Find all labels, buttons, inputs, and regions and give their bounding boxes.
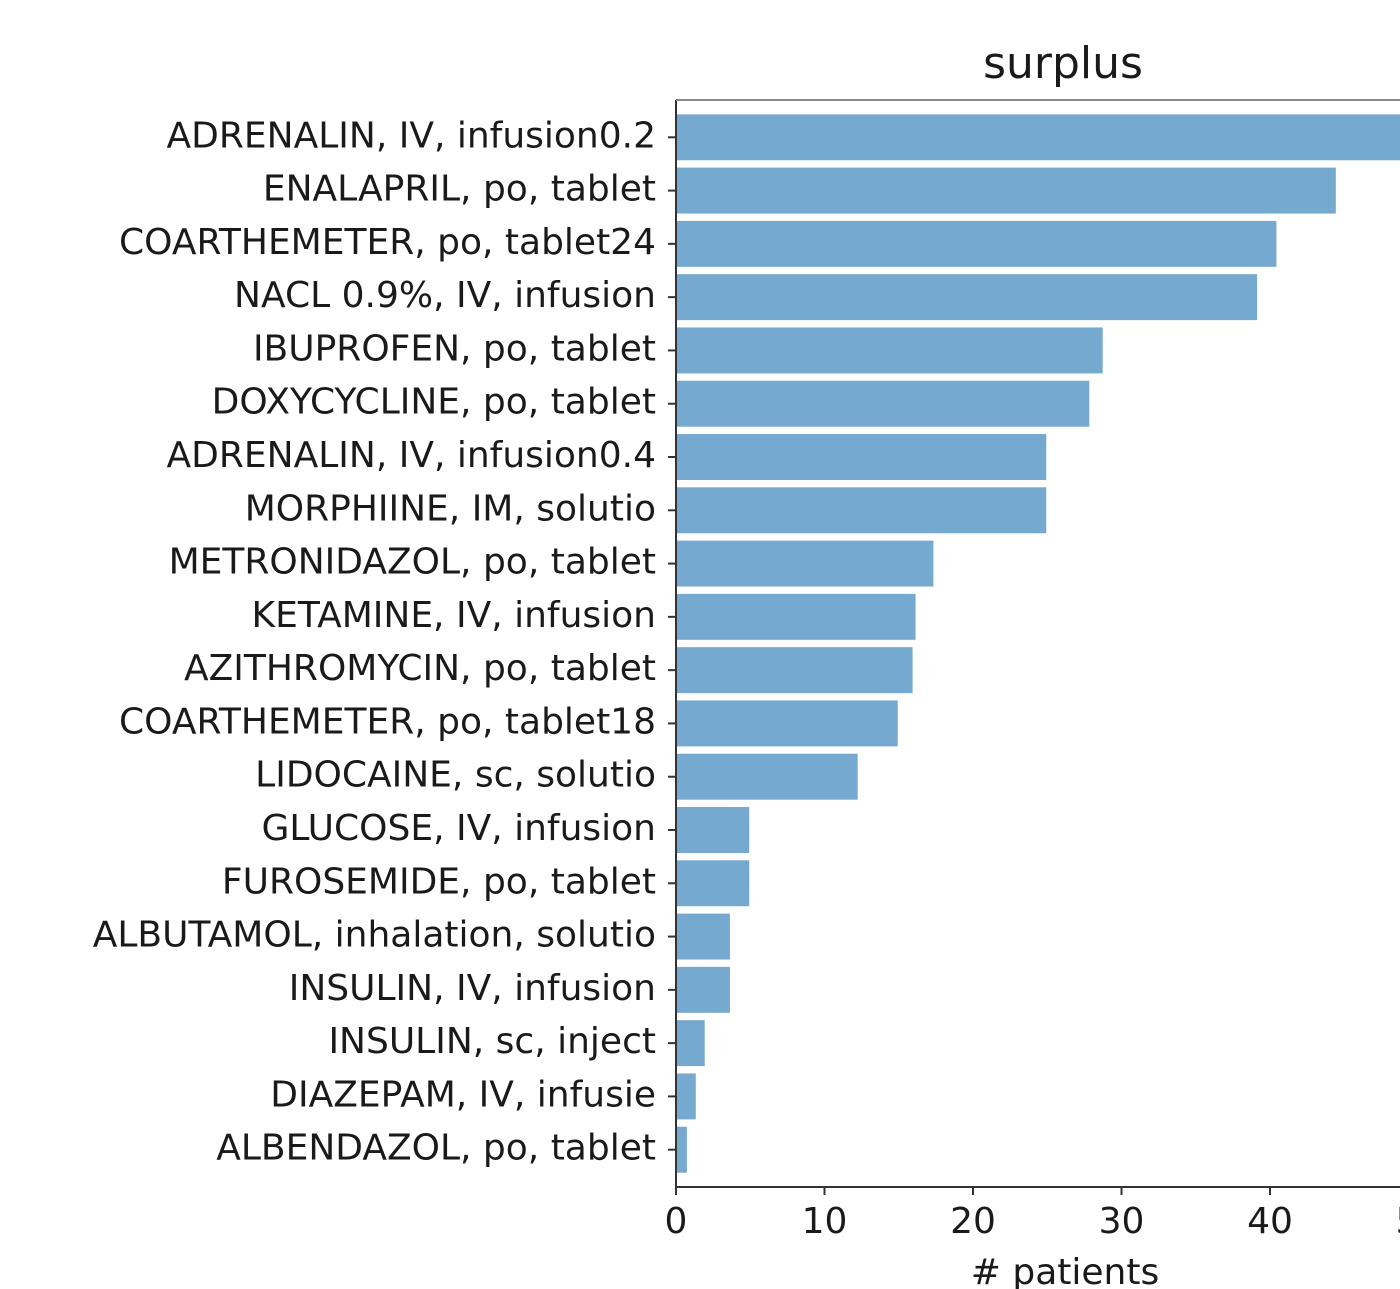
y-tick-label: AZITHROMYCIN, po, tablet <box>184 648 656 689</box>
y-tick-label: IBUPROFEN, po, tablet <box>253 328 656 369</box>
y-tick-label: MORPHIINE, IM, solutio <box>245 488 656 529</box>
bar <box>675 165 1338 216</box>
bar <box>675 1018 707 1069</box>
bar <box>675 485 1049 536</box>
bar <box>675 964 732 1015</box>
y-tick-label: ENALAPRIL, po, tablet <box>263 169 656 210</box>
bar <box>675 218 1279 269</box>
y-tick-label: NACL 0.9%, IV, infusion <box>234 275 656 316</box>
y-tick-label: DIAZEPAM, IV, infusie <box>270 1074 656 1115</box>
bar <box>675 432 1049 482</box>
y-tick-label: KETAMINE, IV, infusion <box>252 595 656 636</box>
x-tick-label: 30 <box>1099 1201 1145 1242</box>
bar <box>675 751 860 802</box>
y-tick-label: GLUCOSE, IV, infusion <box>261 808 656 849</box>
y-tick-label: ALBENDAZOL, po, tablet <box>216 1128 656 1169</box>
bar <box>675 325 1105 376</box>
bar <box>675 378 1092 429</box>
y-tick-label: COARTHEMETER, po, tablet18 <box>119 701 656 742</box>
bar <box>675 272 1260 323</box>
bar <box>675 112 1400 163</box>
bar <box>675 858 752 909</box>
bar <box>675 1071 698 1122</box>
y-tick-label: LIDOCAINE, sc, solutio <box>255 755 656 796</box>
x-tick-label: 40 <box>1247 1201 1293 1242</box>
y-tick-label: ALBUTAMOL, inhalation, solutio <box>93 915 656 956</box>
y-tick-label: COARTHEMETER, po, tablet24 <box>119 222 656 263</box>
bar <box>675 911 732 962</box>
y-tick-label: INSULIN, IV, infusion <box>289 968 656 1009</box>
y-tick-label: ADRENALIN, IV, infusion0.2 <box>167 115 656 156</box>
x-tick-label: 0 <box>665 1201 688 1242</box>
x-axis-label: # patients <box>971 1252 1159 1289</box>
y-tick-label: DOXYCYCLINE, po, tablet <box>212 382 656 423</box>
chart-title: surplus <box>983 38 1143 89</box>
bar <box>675 698 900 749</box>
bar <box>675 645 915 696</box>
x-tick-label: 50 <box>1396 1201 1400 1242</box>
x-tick-label: 10 <box>802 1201 848 1242</box>
y-tick-label: FUROSEMIDE, po, tablet <box>222 861 656 902</box>
x-tick-label: 20 <box>950 1201 996 1242</box>
bar <box>675 1124 689 1175</box>
y-tick-label: ADRENALIN, IV, infusion0.4 <box>167 435 656 476</box>
y-tick-label: METRONIDAZOL, po, tablet <box>169 542 656 583</box>
bar <box>675 538 936 589</box>
bar <box>675 591 918 642</box>
bar <box>675 805 752 855</box>
y-tick-label: INSULIN, sc, inject <box>328 1021 656 1062</box>
